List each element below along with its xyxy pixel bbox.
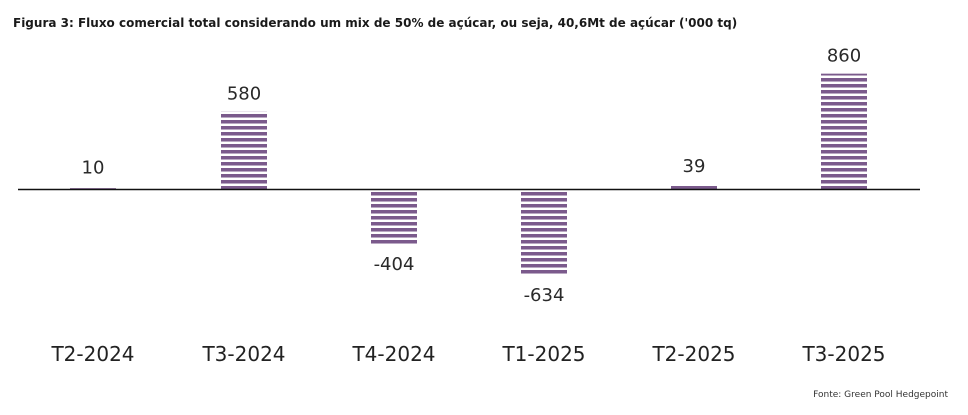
bar-t3-2024 xyxy=(221,111,267,190)
category-label-t3-2024: T3-2024 xyxy=(201,342,285,366)
bar-t1-2025 xyxy=(521,189,567,275)
data-label-t1-2025: -634 xyxy=(524,285,565,306)
category-label-t3-2025: T3-2025 xyxy=(801,342,885,366)
category-label-t4-2024: T4-2024 xyxy=(351,342,435,366)
chart-title: Figura 3: Fluxo comercial total consider… xyxy=(13,16,738,30)
bar-t2-2025 xyxy=(671,184,717,190)
data-label-t2-2024: 10 xyxy=(82,158,105,179)
category-label-t2-2025: T2-2025 xyxy=(651,342,735,366)
bar-t3-2025 xyxy=(821,73,867,190)
source-note: Fonte: Green Pool Hedgepoint xyxy=(813,390,948,400)
bar-t4-2024 xyxy=(371,189,417,244)
data-label-t2-2025: 39 xyxy=(683,156,706,177)
data-label-t4-2024: -404 xyxy=(374,254,415,275)
data-label-t3-2024: 580 xyxy=(227,83,261,104)
category-label-t2-2024: T2-2024 xyxy=(50,342,134,366)
data-label-t3-2025: 860 xyxy=(827,46,861,67)
category-label-t1-2025: T1-2025 xyxy=(501,342,585,366)
